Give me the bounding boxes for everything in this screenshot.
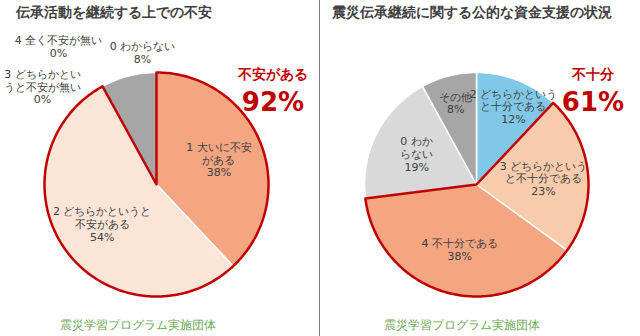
svg-text:2 どちらかというと不安がある54%: 2 どちらかというと不安がある54% bbox=[53, 205, 152, 243]
html-text:震災伝承継続に関する公的な資金支援の状況: 震災伝承継続に関する公的な資金支援の状況 bbox=[332, 4, 612, 20]
svg-text:4 全く不安が無い0%: 4 全く不安が無い0% bbox=[15, 34, 103, 60]
svg-text:61%: 61% bbox=[562, 87, 624, 117]
html-text:伝承活動を継続する上での不安: 伝承活動を継続する上での不安 bbox=[16, 4, 212, 20]
html-text:震災学習プログラム実施団体: 震災学習プログラム実施団体 bbox=[384, 318, 540, 332]
svg-text:0 わからない19%: 0 わからない19% bbox=[400, 135, 433, 173]
svg-text:0 わからない8%: 0 わからない8% bbox=[110, 40, 176, 66]
svg-text:2 どちらかというと十分である12%: 2 どちらかというと十分である12% bbox=[470, 87, 558, 125]
svg-text:1 大いに不安がある38%: 1 大いに不安がある38% bbox=[186, 141, 252, 179]
svg-text:その他8%: その他8% bbox=[439, 91, 472, 117]
svg-text:不安がある: 不安がある bbox=[237, 66, 308, 82]
svg-text:4 不十分である38%: 4 不十分である38% bbox=[422, 237, 499, 263]
svg-text:3 どちらかというと不安が無い0%: 3 どちらかというと不安が無い0% bbox=[4, 68, 81, 106]
html-text:震災学習プログラム実施団体: 震災学習プログラム実施団体 bbox=[60, 318, 216, 332]
svg-text:3 どちらかというと不十分である23%: 3 どちらかというと不十分である23% bbox=[500, 160, 587, 198]
svg-text:92%: 92% bbox=[242, 87, 304, 117]
svg-text:不十分: 不十分 bbox=[571, 66, 615, 82]
